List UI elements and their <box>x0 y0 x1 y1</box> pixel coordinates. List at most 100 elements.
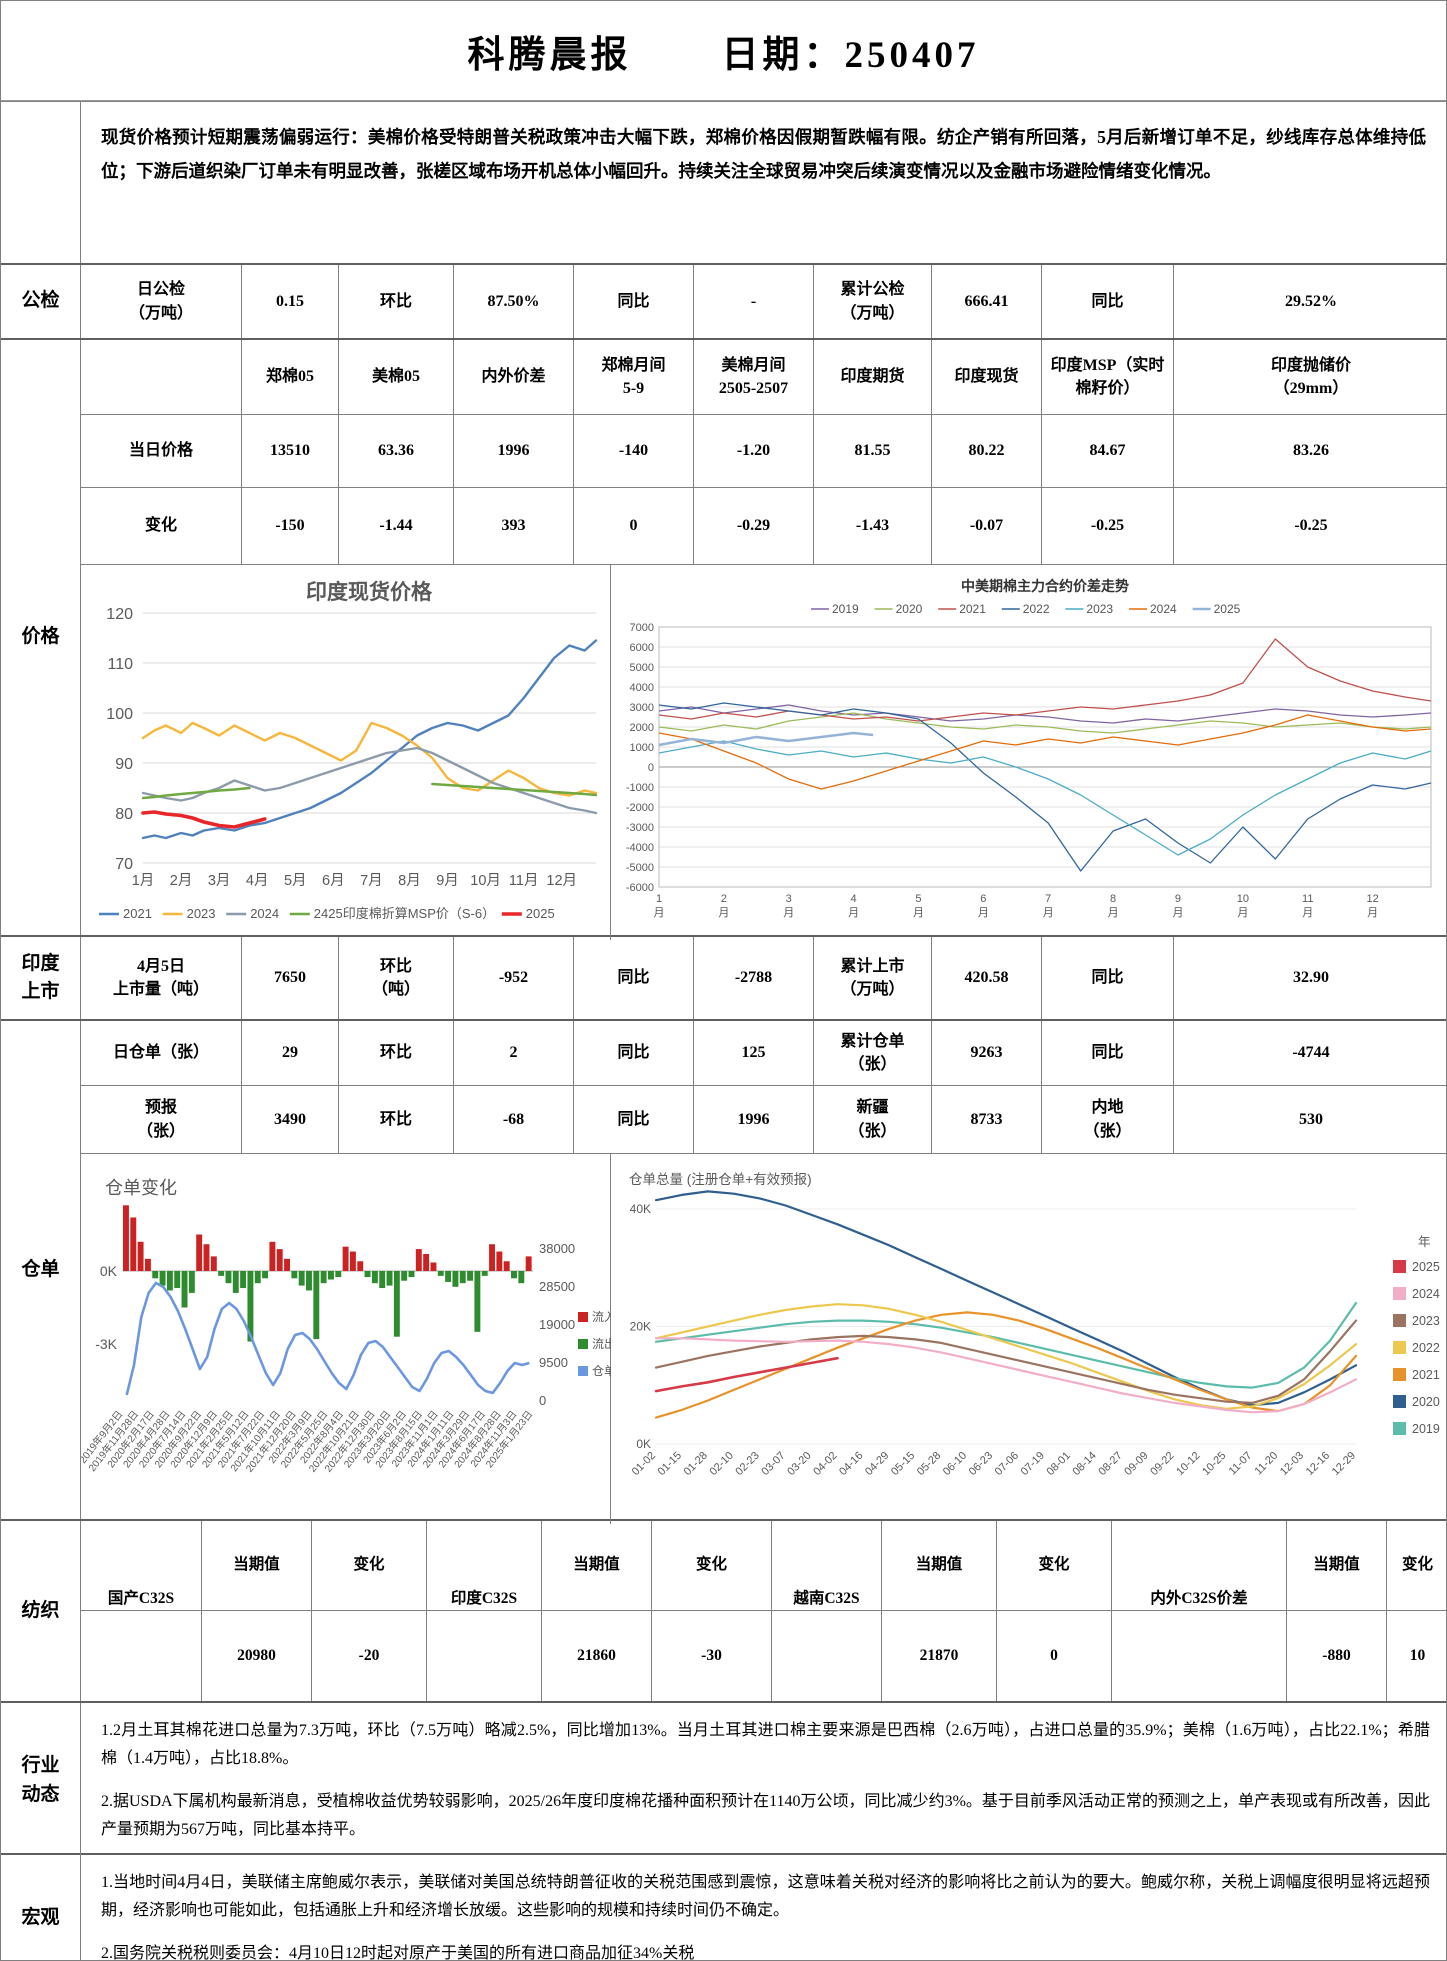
svg-text:12-16: 12-16 <box>1304 1450 1332 1478</box>
svg-text:11: 11 <box>1302 893 1313 905</box>
table-cell: 4月5日 上市量（吨） <box>112 957 209 998</box>
svg-text:5月: 5月 <box>284 873 307 889</box>
table-cell: 2 <box>453 1021 573 1085</box>
table-cell: 420.58 <box>931 937 1041 1019</box>
table-cell: 同比 <box>1041 265 1173 338</box>
svg-text:08-14: 08-14 <box>1070 1450 1098 1478</box>
svg-text:9月: 9月 <box>436 873 459 889</box>
svg-text:11-20: 11-20 <box>1253 1450 1281 1478</box>
svg-text:月: 月 <box>848 907 859 919</box>
svg-text:28500: 28500 <box>539 1279 575 1294</box>
textile-change-value: 0 <box>996 1611 1111 1701</box>
svg-text:07-19: 07-19 <box>1019 1450 1047 1478</box>
india-arrival-row: 4月5日 上市量（吨） 7650 环比 （吨） -952 同比 -2788 累计上市 （万吨… <box>81 937 1446 1019</box>
svg-text:2021: 2021 <box>959 602 986 616</box>
table-cell: - <box>693 265 813 338</box>
svg-text:01-15: 01-15 <box>656 1450 684 1478</box>
svg-text:0K: 0K <box>636 1437 651 1451</box>
svg-text:月: 月 <box>1302 907 1313 919</box>
svg-text:0K: 0K <box>100 1263 118 1279</box>
svg-text:月: 月 <box>1237 907 1248 919</box>
textile-current-value: 21860 <box>541 1611 651 1701</box>
table-cell: 0.15 <box>241 265 338 338</box>
table-cell: 累计上市 （万吨） <box>813 937 931 1019</box>
table-cell: 印度期货 <box>813 340 931 414</box>
svg-text:12月: 12月 <box>546 873 577 889</box>
svg-text:1000: 1000 <box>630 742 654 754</box>
svg-text:6: 6 <box>980 893 986 905</box>
report-date: 日期：250407 <box>721 34 980 76</box>
table-cell: 0 <box>573 488 693 564</box>
industry-news-text: 1.2月土耳其棉花进口总量为7.3万吨，环比（7.5万吨）略减2.5%，同比增加… <box>81 1703 1446 1859</box>
textile-empty-cell <box>1111 1611 1286 1701</box>
table-cell: 同比 <box>1041 937 1173 1019</box>
svg-text:2022: 2022 <box>1412 1341 1440 1355</box>
table-cell: 郑棉月间 5-9 <box>573 340 693 414</box>
table-cell: 预报 （张） <box>136 1099 185 1140</box>
svg-text:月: 月 <box>978 907 989 919</box>
svg-text:-1000: -1000 <box>626 782 654 794</box>
textile-empty-cell <box>426 1611 541 1701</box>
svg-text:仓单: 仓单 <box>592 1364 611 1378</box>
svg-text:09-09: 09-09 <box>1122 1450 1150 1478</box>
svg-text:03-20: 03-20 <box>785 1450 813 1478</box>
svg-text:05-28: 05-28 <box>915 1450 943 1478</box>
svg-text:2: 2 <box>721 893 727 905</box>
table-cell: 29.52% <box>1173 265 1446 338</box>
table-cell: 3490 <box>241 1086 338 1153</box>
receipt-total-chart-cell: 仓单总量 (注册仓单+有效预报) 0K 20K 40K 01-02 01-15 01-28 0… <box>611 1154 1446 1524</box>
svg-text:2月: 2月 <box>170 873 193 889</box>
svg-text:仓单总量 (注册仓单+有效预报): 仓单总量 (注册仓单+有效预报) <box>629 1172 812 1187</box>
svg-text:11月: 11月 <box>509 873 539 889</box>
receipt-charts-row: 仓单变化 0K -3K 38000 28500 19000 9500 0 2019年9月2日 20… <box>76 1154 1446 1524</box>
table-cell: 同比 <box>573 1021 693 1085</box>
svg-text:01-02: 01-02 <box>630 1450 658 1478</box>
table-cell: 环比 （吨） <box>338 937 453 1019</box>
textile-col-header: 当期值 <box>201 1521 311 1611</box>
svg-text:2020: 2020 <box>896 602 923 616</box>
textile-col-header: 当期值 <box>881 1521 996 1611</box>
summary-body: 美棉价格受特朗普关税政策冲击大幅下跌，郑棉价格因假期暂跌幅有限。纺企产销有所回落… <box>101 127 1427 182</box>
table-cell: -0.29 <box>693 488 813 564</box>
table-cell: -0.25 <box>1041 488 1173 564</box>
svg-text:月: 月 <box>1367 907 1378 919</box>
svg-text:20K: 20K <box>630 1320 651 1334</box>
price-change-row: 变化 -150 -1.44 393 0 -0.29 -1.43 -0.07 -0.25 -0.25 <box>81 488 1446 565</box>
svg-text:10: 10 <box>1237 893 1249 905</box>
svg-text:100: 100 <box>106 706 133 723</box>
svg-text:10-25: 10-25 <box>1200 1450 1228 1478</box>
svg-text:06-10: 06-10 <box>941 1450 969 1478</box>
table-cell: 内地 （张） <box>1041 1086 1173 1153</box>
table-cell: 81.55 <box>813 415 931 487</box>
table-cell: 环比 <box>338 1086 453 1153</box>
textile-col-header: 变化 <box>651 1521 771 1611</box>
textile-change-value: -20 <box>311 1611 426 1701</box>
table-cell: 84.67 <box>1041 415 1173 487</box>
price-table: 郑棉05 美棉05 内外价差 郑棉月间 5-9 美棉月间 2505-2507 印度期货 印度… <box>81 340 1446 940</box>
india-spot-chart-cell: 70 80 90 100 110 120 印度现货价格 1月 2月 3月 4月 5月 6月 7月 8月 9月 1… <box>81 565 611 940</box>
svg-text:04-16: 04-16 <box>837 1450 865 1478</box>
svg-text:2025: 2025 <box>1214 602 1241 616</box>
summary-lead: 现货价格预计短期震荡偏弱运行： <box>101 127 368 147</box>
svg-text:6月: 6月 <box>322 873 345 889</box>
macro-news-item-2: 2.国务院关税税则委员会：4月10日12时起对原产于美国的所有进口商品加征34%… <box>101 1944 695 1961</box>
receipt-total-chart: 仓单总量 (注册仓单+有效预报)0K20K40K01-0201-1501-280… <box>629 1172 1440 1478</box>
svg-text:2024: 2024 <box>1412 1287 1440 1301</box>
table-cell: -1.44 <box>338 488 453 564</box>
textile-current-value: 20980 <box>201 1611 311 1701</box>
textile-table: 国产C32S 当期值 变化 印度C32S 当期值 变化 越南C32S 当期值 变… <box>81 1521 1446 1701</box>
svg-text:05-15: 05-15 <box>889 1450 917 1478</box>
svg-text:印度现货价格: 印度现货价格 <box>306 580 433 604</box>
table-cell: 当日价格 <box>128 442 193 460</box>
svg-text:3000: 3000 <box>630 702 654 714</box>
macro-news-item-1: 1.当地时间4月4日，美联储主席鲍威尔表示，美联储对美国总统特朗普征收的关税范围… <box>101 1874 1430 1920</box>
table-cell <box>81 340 241 414</box>
svg-text:12-03: 12-03 <box>1278 1450 1306 1478</box>
table-cell: 83.26 <box>1173 415 1446 487</box>
svg-text:-6000: -6000 <box>626 882 654 894</box>
table-cell: 郑棉05 <box>241 340 338 414</box>
table-cell: 同比 <box>573 265 693 338</box>
table-cell: 666.41 <box>931 265 1041 338</box>
svg-text:月: 月 <box>654 907 665 919</box>
